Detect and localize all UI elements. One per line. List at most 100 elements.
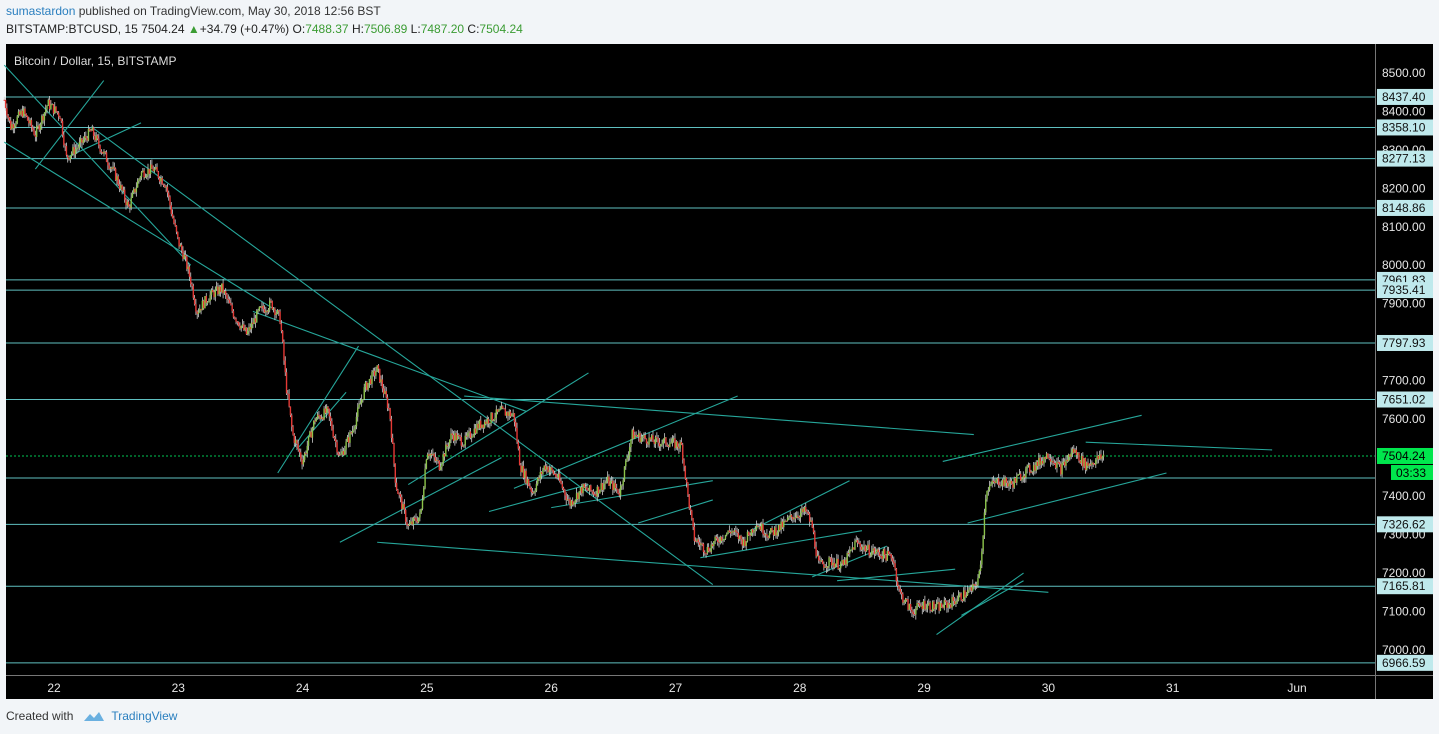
- candle-781[interactable]: [1014, 477, 1017, 483]
- candle-513[interactable]: [667, 444, 670, 451]
- candle-311[interactable]: [406, 517, 408, 529]
- candle-692[interactable]: [899, 585, 901, 595]
- candle-654[interactable]: [850, 549, 852, 552]
- candle-822[interactable]: [1067, 453, 1070, 462]
- candle-538[interactable]: [700, 538, 702, 551]
- candle-90[interactable]: [120, 181, 122, 191]
- candle-841[interactable]: [1092, 462, 1094, 468]
- candle-448[interactable]: [583, 483, 586, 489]
- candle-555[interactable]: [722, 534, 724, 545]
- candle-813[interactable]: [1056, 457, 1058, 473]
- candle-537[interactable]: [698, 537, 701, 550]
- candle-141[interactable]: [186, 254, 188, 272]
- candle-59[interactable]: [79, 135, 82, 147]
- candle-263[interactable]: [344, 445, 346, 456]
- candle-470[interactable]: [612, 476, 614, 495]
- candle-335[interactable]: [437, 457, 439, 464]
- candle-98[interactable]: [130, 192, 132, 211]
- candle-723[interactable]: [939, 600, 942, 612]
- candle-607[interactable]: [789, 511, 791, 520]
- candle-703[interactable]: [913, 608, 916, 616]
- candle-603[interactable]: [784, 519, 786, 523]
- candle-151[interactable]: [199, 304, 201, 313]
- candle-390[interactable]: [508, 409, 510, 420]
- candle-635[interactable]: [825, 561, 828, 574]
- candle-682[interactable]: [886, 546, 889, 562]
- candle-197[interactable]: [258, 306, 261, 312]
- candle-595[interactable]: [773, 526, 776, 537]
- candle-369[interactable]: [481, 424, 483, 430]
- candle-684[interactable]: [889, 551, 891, 556]
- candle-591[interactable]: [768, 530, 771, 539]
- candle-543[interactable]: [706, 543, 709, 555]
- candle-179[interactable]: [235, 317, 237, 325]
- candle-833[interactable]: [1082, 452, 1084, 471]
- candle-341[interactable]: [445, 441, 447, 457]
- candle-496[interactable]: [645, 438, 648, 448]
- candle-572[interactable]: [744, 536, 746, 548]
- candle-564[interactable]: [733, 528, 736, 536]
- candle-145[interactable]: [191, 282, 193, 290]
- candle-287[interactable]: [375, 366, 377, 379]
- candle-772[interactable]: [1003, 474, 1005, 487]
- candle-350[interactable]: [456, 430, 459, 441]
- candle-6[interactable]: [11, 121, 13, 131]
- candle-206[interactable]: [270, 298, 272, 303]
- candle-568[interactable]: [739, 535, 741, 542]
- candle-372[interactable]: [485, 419, 487, 426]
- candle-279[interactable]: [364, 380, 367, 393]
- candle-530[interactable]: [689, 504, 692, 515]
- candle-401[interactable]: [522, 460, 525, 480]
- candle-0[interactable]: [3, 96, 5, 101]
- candle-669[interactable]: [869, 552, 872, 558]
- candle-443[interactable]: [577, 492, 579, 503]
- candle-323[interactable]: [421, 495, 424, 511]
- candle-673[interactable]: [874, 546, 877, 556]
- candle-704[interactable]: [915, 605, 917, 620]
- candle-646[interactable]: [840, 561, 842, 573]
- candle-519[interactable]: [675, 439, 677, 450]
- candle-442[interactable]: [575, 487, 578, 503]
- candle-184[interactable]: [241, 319, 244, 329]
- candle-746[interactable]: [969, 584, 971, 593]
- candle-435[interactable]: [566, 493, 569, 501]
- candle-705[interactable]: [916, 600, 918, 611]
- candle-259[interactable]: [338, 451, 341, 456]
- candle-96[interactable]: [127, 199, 130, 207]
- candle-806[interactable]: [1047, 453, 1049, 459]
- candle-752[interactable]: [977, 574, 979, 588]
- candle-241[interactable]: [315, 416, 318, 422]
- candle-816[interactable]: [1060, 461, 1062, 477]
- candle-507[interactable]: [660, 443, 662, 452]
- candle-627[interactable]: [815, 541, 817, 559]
- candle-248[interactable]: [324, 404, 327, 415]
- candle-529[interactable]: [688, 494, 690, 510]
- trendline-12[interactable]: [488, 484, 589, 513]
- candle-472[interactable]: [614, 479, 617, 492]
- candle-342[interactable]: [446, 442, 448, 450]
- candle-190[interactable]: [249, 323, 251, 333]
- candle-810[interactable]: [1052, 456, 1054, 466]
- candle-8[interactable]: [13, 123, 16, 134]
- candle-409[interactable]: [533, 490, 535, 495]
- candle-317[interactable]: [414, 515, 416, 521]
- candle-365[interactable]: [476, 420, 478, 434]
- candle-18[interactable]: [26, 115, 29, 121]
- candle-224[interactable]: [293, 433, 296, 447]
- candle-84[interactable]: [112, 161, 114, 171]
- candle-392[interactable]: [511, 413, 513, 417]
- candle-450[interactable]: [586, 483, 588, 493]
- trendline-20[interactable]: [936, 572, 1024, 636]
- candle-220[interactable]: [288, 389, 290, 408]
- candle-545[interactable]: [709, 548, 711, 553]
- candle-527[interactable]: [685, 477, 688, 488]
- candle-131[interactable]: [173, 215, 175, 225]
- candle-557[interactable]: [724, 534, 727, 540]
- candle-544[interactable]: [707, 543, 710, 553]
- candle-757[interactable]: [983, 508, 986, 540]
- candle-388[interactable]: [505, 411, 508, 419]
- candle-194[interactable]: [254, 314, 257, 328]
- candle-355[interactable]: [463, 444, 465, 448]
- candle-208[interactable]: [272, 307, 275, 313]
- candle-79[interactable]: [105, 150, 108, 163]
